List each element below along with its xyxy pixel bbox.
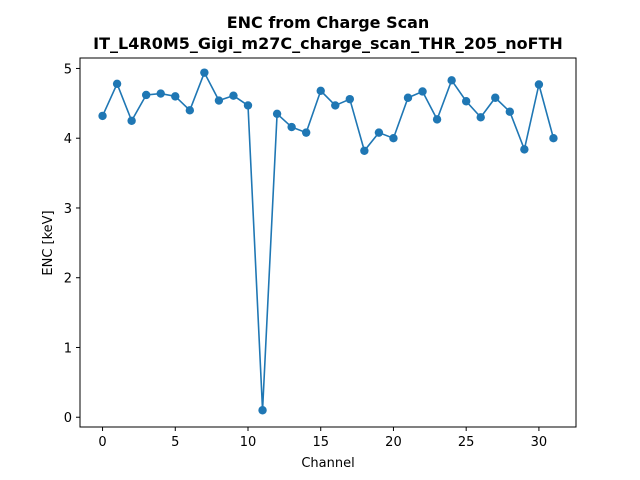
data-point <box>258 406 267 415</box>
data-point <box>360 146 369 155</box>
data-point <box>171 92 180 101</box>
data-point <box>520 145 529 154</box>
data-point <box>447 76 456 85</box>
x-tick-label: 25 <box>458 435 475 450</box>
x-tick-label: 10 <box>240 435 257 450</box>
y-tick-label: 4 <box>64 132 72 147</box>
data-point <box>287 122 296 132</box>
y-tick-label: 3 <box>64 202 72 217</box>
data-point <box>331 101 340 110</box>
data-point <box>549 134 558 143</box>
y-tick-label: 1 <box>64 341 72 356</box>
chart-title: ENC from Charge Scan <box>227 13 430 32</box>
x-tick-label: 15 <box>312 435 329 450</box>
data-point <box>389 134 398 143</box>
data-point <box>98 111 107 121</box>
data-point <box>432 115 442 124</box>
data-point <box>156 89 165 98</box>
chart-subtitle: IT_L4R0M5_Gigi_m27C_charge_scan_THR_205_… <box>93 34 563 53</box>
y-axis: 0 1 2 3 4 5 <box>64 62 80 426</box>
x-tick-label: 30 <box>531 435 548 450</box>
y-axis-label: ENC [keV] <box>41 210 56 275</box>
y-tick-label: 2 <box>64 272 72 287</box>
x-tick-label: 0 <box>98 435 106 450</box>
series-line <box>101 70 555 411</box>
data-point <box>316 86 325 95</box>
x-axis-label: Channel <box>301 456 354 471</box>
y-tick-label: 5 <box>64 62 72 77</box>
data-point <box>185 106 195 115</box>
x-axis: 0 5 10 15 20 25 30 <box>98 427 547 450</box>
data-point <box>301 128 311 137</box>
data-point <box>200 68 209 77</box>
x-tick-label: 20 <box>385 435 402 450</box>
data-point <box>534 80 544 89</box>
data-point <box>418 87 427 96</box>
data-point <box>505 107 515 116</box>
data-point <box>127 116 136 125</box>
data-point <box>374 128 384 137</box>
x-tick-label: 5 <box>171 435 179 450</box>
data-point <box>243 101 253 110</box>
axes-frame <box>79 57 577 428</box>
y-tick-label: 0 <box>64 411 72 426</box>
plot-area <box>98 68 558 415</box>
data-point <box>476 113 485 122</box>
data-point <box>461 97 471 106</box>
data-point <box>141 90 151 100</box>
data-point <box>491 93 500 102</box>
data-point <box>112 79 122 89</box>
data-point <box>214 96 224 105</box>
data-point <box>403 93 413 102</box>
data-point <box>272 109 282 119</box>
data-point <box>345 94 355 104</box>
data-point <box>229 91 238 100</box>
